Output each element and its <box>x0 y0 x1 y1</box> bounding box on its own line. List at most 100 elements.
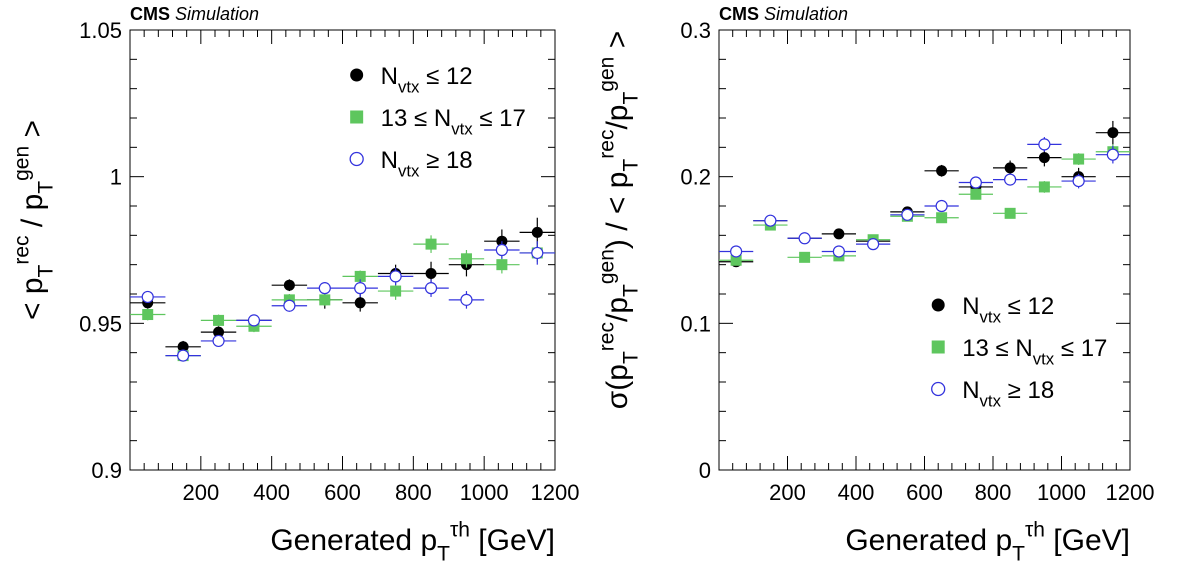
cms-header: CMS Simulation <box>719 4 848 24</box>
data-point <box>212 334 225 348</box>
data-point <box>319 294 331 306</box>
legend-label: 13 ≤ Nvtx ≤ 17 <box>381 105 526 138</box>
data-point <box>495 243 508 257</box>
x-tick-label: 600 <box>906 480 943 505</box>
data-point <box>213 326 225 338</box>
data-point <box>1107 127 1119 139</box>
data-point <box>177 341 189 353</box>
y-tick-label: 0.9 <box>91 458 122 483</box>
data-point <box>867 238 880 251</box>
y-tick-label: 1 <box>110 165 122 190</box>
data-point <box>833 228 845 240</box>
x-tick-label: 400 <box>838 480 875 505</box>
data-point <box>389 270 402 283</box>
data-point <box>730 245 743 258</box>
x-tick-label: 1200 <box>1106 480 1155 505</box>
legend-label: Nvtx ≤ 12 <box>381 63 473 96</box>
data-point <box>425 238 437 250</box>
series-1 <box>130 217 555 353</box>
legend: Nvtx ≤ 12 13 ≤ Nvtx ≤ 17 Nvtx ≥ 18 <box>931 293 1107 410</box>
data-point <box>283 279 295 291</box>
data-point <box>496 259 508 271</box>
legend-marker <box>350 68 364 82</box>
data-point <box>354 297 366 309</box>
legend-label: Nvtx ≥ 18 <box>381 147 473 180</box>
legend-marker <box>931 381 946 397</box>
x-tick-label: 200 <box>769 480 806 505</box>
data-point <box>832 245 845 258</box>
y-tick-label: 0.2 <box>680 165 711 190</box>
data-point <box>799 251 811 263</box>
legend-label: 13 ≤ Nvtx ≤ 17 <box>962 335 1107 368</box>
data-point <box>1072 174 1085 188</box>
legend-label: Nvtx ≥ 18 <box>962 377 1054 410</box>
data-point <box>901 208 914 221</box>
legend-marker <box>931 298 945 312</box>
legend-label: Nvtx ≤ 12 <box>962 293 1054 326</box>
data-point <box>969 176 982 189</box>
data-point <box>936 212 948 224</box>
data-point <box>970 188 982 200</box>
data-point <box>354 282 367 295</box>
chart-panel-1: 200 400 600 800 1000 1200 0.9 0.95 1 1.05 CMS Simu… <box>11 4 580 566</box>
data-point <box>1073 153 1085 165</box>
data-point <box>1004 207 1016 219</box>
series-3 <box>719 137 1130 258</box>
data-point <box>390 285 402 297</box>
x-tick-label: 800 <box>395 480 432 505</box>
data-point <box>177 349 190 362</box>
y-tick-label: 0.3 <box>680 18 711 43</box>
data-point <box>141 290 154 304</box>
legend-marker <box>931 340 945 354</box>
data-point <box>730 254 742 266</box>
data-point <box>764 214 777 227</box>
x-tick-label: 400 <box>253 480 290 505</box>
x-tick-label: 1000 <box>1037 480 1086 505</box>
data-point <box>1106 148 1119 161</box>
series-1 <box>719 120 1130 268</box>
data-point <box>460 253 472 265</box>
data-point <box>142 309 154 321</box>
y-tick-label: 1.05 <box>79 18 122 43</box>
series-3 <box>130 241 555 362</box>
chart-panel-2: 200 400 600 800 1000 1200 0 0.1 0.2 0.3 CMS Simula… <box>596 4 1155 566</box>
x-tick-label: 1000 <box>460 480 509 505</box>
cms-header: CMS Simulation <box>130 4 259 24</box>
x-tick-label: 1200 <box>531 480 580 505</box>
legend-marker <box>349 151 364 167</box>
data-point <box>1038 152 1050 164</box>
data-point <box>247 314 261 327</box>
data-point <box>213 314 225 326</box>
data-point <box>1004 162 1016 174</box>
legend-marker <box>350 110 364 124</box>
y-tick-label: 0.95 <box>79 311 122 336</box>
y-tick-label: 0.1 <box>680 311 711 336</box>
legend: Nvtx ≤ 12 13 ≤ Nvtx ≤ 17 Nvtx ≥ 18 <box>349 63 526 180</box>
data-point <box>936 165 948 177</box>
data-point <box>283 299 296 312</box>
data-point <box>1004 173 1017 186</box>
series-2 <box>130 235 555 362</box>
series-2 <box>719 144 1130 266</box>
x-axis-label: Generated pT​τh [GeV] <box>270 519 555 566</box>
x-tick-label: 800 <box>975 480 1012 505</box>
y-tick-label: 0 <box>699 458 711 483</box>
data-point <box>424 282 438 295</box>
y-axis-label: σ(pT​rec/pT​gen) / < pT​rec/pT​gen > <box>596 31 643 409</box>
data-point <box>531 246 544 260</box>
data-point <box>1038 181 1050 193</box>
data-point <box>460 293 473 306</box>
x-axis-label: Generated pT​τh [GeV] <box>845 519 1130 566</box>
plot-frame <box>718 29 1131 471</box>
data-point <box>935 199 948 213</box>
data-point <box>531 226 543 238</box>
data-point <box>1038 138 1051 151</box>
data-point <box>798 232 811 245</box>
data-point <box>425 267 437 279</box>
x-tick-label: 200 <box>182 480 219 505</box>
y-axis-label: < pT​rec / pT​gen > <box>11 120 58 320</box>
data-point <box>318 282 331 295</box>
data-point <box>354 270 366 282</box>
